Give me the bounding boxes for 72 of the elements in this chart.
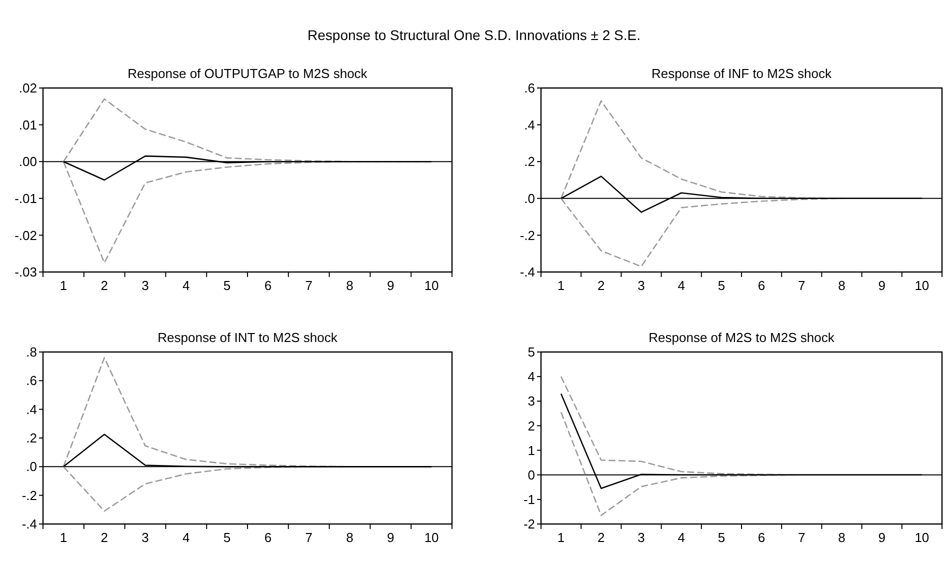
x-tick-label: 3 [638, 278, 645, 293]
x-tick-label: 4 [678, 530, 685, 545]
y-tick-label: -.2 [22, 488, 37, 503]
y-tick-label: 1 [528, 442, 535, 458]
y-tick-label: .01 [18, 117, 37, 132]
x-tick-label: 2 [100, 530, 108, 545]
x-tick-label: 10 [914, 278, 930, 293]
x-tick-label: 9 [878, 530, 886, 545]
x-tick-label: 5 [223, 278, 231, 293]
y-tick-label: .8 [26, 344, 37, 360]
x-tick-label: 9 [387, 530, 394, 545]
x-tick-label: 10 [424, 530, 439, 545]
y-tick-label: -2 [523, 516, 535, 532]
y-tick-label: -.02 [14, 228, 37, 243]
x-tick-label: 6 [758, 530, 766, 545]
text: Response to Structural One S.D. Innovations ± 2 S.E. [308, 27, 640, 43]
y-tick-label: .0 [524, 190, 535, 206]
x-tick-label: 5 [718, 530, 726, 545]
y-tick-label: -1 [523, 492, 535, 507]
y-tick-label: 4 [528, 369, 535, 384]
x-tick-label: 1 [60, 530, 68, 545]
y-tick-label: -.03 [14, 264, 37, 280]
x-tick-label: 1 [557, 530, 565, 545]
x-tick-label: 4 [678, 278, 685, 293]
y-tick-label: .0 [26, 459, 37, 474]
chart-title: Response of OUTPUTGAP to M2S shock [128, 66, 368, 81]
y-tick-label: .00 [18, 154, 37, 170]
y-tick-label: .6 [26, 373, 37, 388]
x-tick-label: 8 [838, 530, 846, 545]
x-tick-label: 3 [142, 530, 149, 545]
x-tick-label: 7 [798, 530, 806, 545]
y-tick-label: .4 [524, 117, 535, 132]
x-tick-label: 8 [346, 530, 354, 545]
x-tick-label: 7 [305, 530, 312, 545]
y-tick-label: 5 [528, 344, 535, 360]
x-tick-label: 7 [798, 278, 806, 293]
y-tick-label: .2 [26, 430, 37, 446]
x-tick-label: 1 [557, 278, 565, 293]
y-tick-label: .6 [524, 80, 535, 96]
x-tick-label: 4 [182, 278, 190, 293]
x-tick-label: 2 [100, 278, 108, 293]
x-tick-label: 2 [598, 530, 605, 545]
x-tick-label: 5 [718, 278, 726, 293]
y-tick-label: -.4 [520, 264, 535, 280]
y-tick-label: .4 [26, 402, 37, 417]
x-tick-label: 10 [424, 278, 439, 293]
y-tick-label: -.2 [520, 228, 535, 243]
x-tick-label: 8 [838, 278, 846, 293]
y-tick-label: 3 [528, 394, 535, 409]
x-tick-label: 3 [638, 530, 645, 545]
x-tick-label: 7 [305, 278, 312, 293]
x-tick-label: 2 [598, 278, 605, 293]
x-tick-label: 9 [387, 278, 394, 293]
x-tick-label: 6 [264, 278, 272, 293]
x-tick-label: 5 [223, 530, 231, 545]
x-tick-label: 9 [878, 278, 886, 293]
y-tick-label: -.4 [22, 516, 37, 532]
x-tick-label: 6 [758, 278, 766, 293]
x-tick-label: 3 [142, 278, 149, 293]
y-tick-label: .2 [524, 154, 535, 170]
x-tick-label: 6 [264, 530, 272, 545]
y-tick-label: 2 [528, 418, 535, 434]
y-tick-label: 0 [528, 467, 535, 482]
y-tick-label: .02 [18, 80, 37, 96]
chart-title: Response of INF to M2S shock [652, 66, 832, 81]
x-tick-label: 8 [346, 278, 354, 293]
chart-title: Response of M2S to M2S shock [648, 330, 835, 345]
x-tick-label: 10 [914, 530, 930, 545]
x-tick-label: 4 [182, 530, 190, 545]
chart-title: Response of INT to M2S shock [158, 330, 338, 345]
x-tick-label: 1 [60, 278, 68, 293]
y-tick-label: -.01 [14, 190, 37, 206]
